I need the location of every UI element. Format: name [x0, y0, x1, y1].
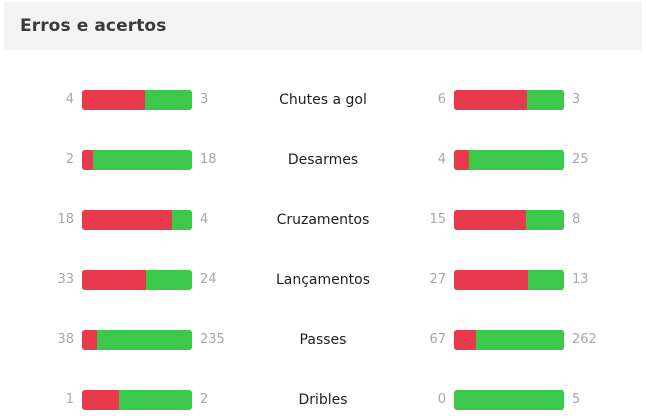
errors-value-right: 15: [429, 212, 446, 227]
stat-category-label: Lançamentos: [275, 272, 370, 288]
errors-bar-segment: [82, 150, 93, 170]
errors-value-right: 0: [437, 392, 446, 407]
hits-bar-segment: [526, 210, 564, 230]
hits-value-right: 8: [572, 212, 581, 227]
errors-value-left: 4: [65, 92, 74, 107]
hits-value-right: 13: [572, 272, 589, 287]
errors-bar-segment: [82, 90, 145, 110]
hits-bar-segment: [454, 390, 564, 410]
hits-bar-segment: [469, 150, 564, 170]
stat-row: 38 235 67 262 Passes: [0, 330, 646, 350]
hits-bar-segment: [528, 270, 564, 290]
stat-row: 18 4 15 8 Cruzamentos: [0, 210, 646, 230]
errors-value-left: 33: [57, 272, 74, 287]
stat-category-label: Desarmes: [287, 152, 359, 168]
ratio-bar-left: [82, 390, 192, 410]
hits-value-left: 2: [200, 392, 209, 407]
errors-value-right: 4: [437, 152, 446, 167]
ratio-bar-right: [454, 330, 564, 350]
errors-bar-segment: [82, 270, 146, 290]
stat-category-label: Chutes a gol: [279, 92, 367, 108]
stat-row: 2 18 4 25 Desarmes: [0, 150, 646, 170]
errors-bar-segment: [454, 270, 528, 290]
ratio-bar-right: [454, 270, 564, 290]
ratio-bar-right: [454, 390, 564, 410]
ratio-bar-left: [82, 90, 192, 110]
errors-value-left: 38: [57, 332, 74, 347]
errors-value-right: 67: [429, 332, 446, 347]
hits-value-right: 25: [572, 152, 589, 167]
hits-bar-segment: [476, 330, 564, 350]
stat-row: 33 24 27 13 Lançamentos: [0, 270, 646, 290]
ratio-bar-left: [82, 330, 192, 350]
hits-value-right: 3: [572, 92, 581, 107]
errors-value-left: 18: [57, 212, 74, 227]
ratio-bar-left: [82, 150, 192, 170]
errors-bar-segment: [82, 330, 97, 350]
errors-bar-segment: [454, 90, 527, 110]
ratio-bar-right: [454, 150, 564, 170]
errors-bar-segment: [454, 150, 469, 170]
section-header: Erros e acertos: [4, 2, 642, 50]
hits-bar-segment: [93, 150, 192, 170]
errors-value-right: 6: [437, 92, 446, 107]
ratio-bar-left: [82, 270, 192, 290]
hits-value-left: 18: [200, 152, 217, 167]
hits-bar-segment: [97, 330, 192, 350]
hits-value-left: 235: [200, 332, 225, 347]
hits-value-left: 3: [200, 92, 209, 107]
ratio-bar-left: [82, 210, 192, 230]
errors-value-left: 1: [65, 392, 74, 407]
hits-bar-segment: [172, 210, 192, 230]
hits-value-left: 24: [200, 272, 217, 287]
hits-bar-segment: [527, 90, 564, 110]
errors-value-left: 2: [65, 152, 74, 167]
hits-value-right: 5: [572, 392, 581, 407]
stat-category-label: Cruzamentos: [276, 212, 370, 228]
errors-value-right: 27: [429, 272, 446, 287]
errors-bar-segment: [454, 210, 526, 230]
ratio-bar-right: [454, 210, 564, 230]
ratio-bar-right: [454, 90, 564, 110]
errors-bar-segment: [82, 390, 119, 410]
stat-row: 4 3 6 3 Chutes a gol: [0, 90, 646, 110]
stat-category-label: Passes: [299, 332, 347, 348]
section-title: Erros e acertos: [20, 16, 167, 36]
errors-bar-segment: [82, 210, 172, 230]
stat-category-label: Dribles: [298, 392, 348, 408]
hits-bar-segment: [146, 270, 192, 290]
hits-bar-segment: [119, 390, 192, 410]
hits-value-left: 4: [200, 212, 209, 227]
hits-value-right: 262: [572, 332, 597, 347]
errors-bar-segment: [454, 330, 476, 350]
hits-bar-segment: [145, 90, 192, 110]
stat-row: 1 2 0 5 Dribles: [0, 390, 646, 410]
